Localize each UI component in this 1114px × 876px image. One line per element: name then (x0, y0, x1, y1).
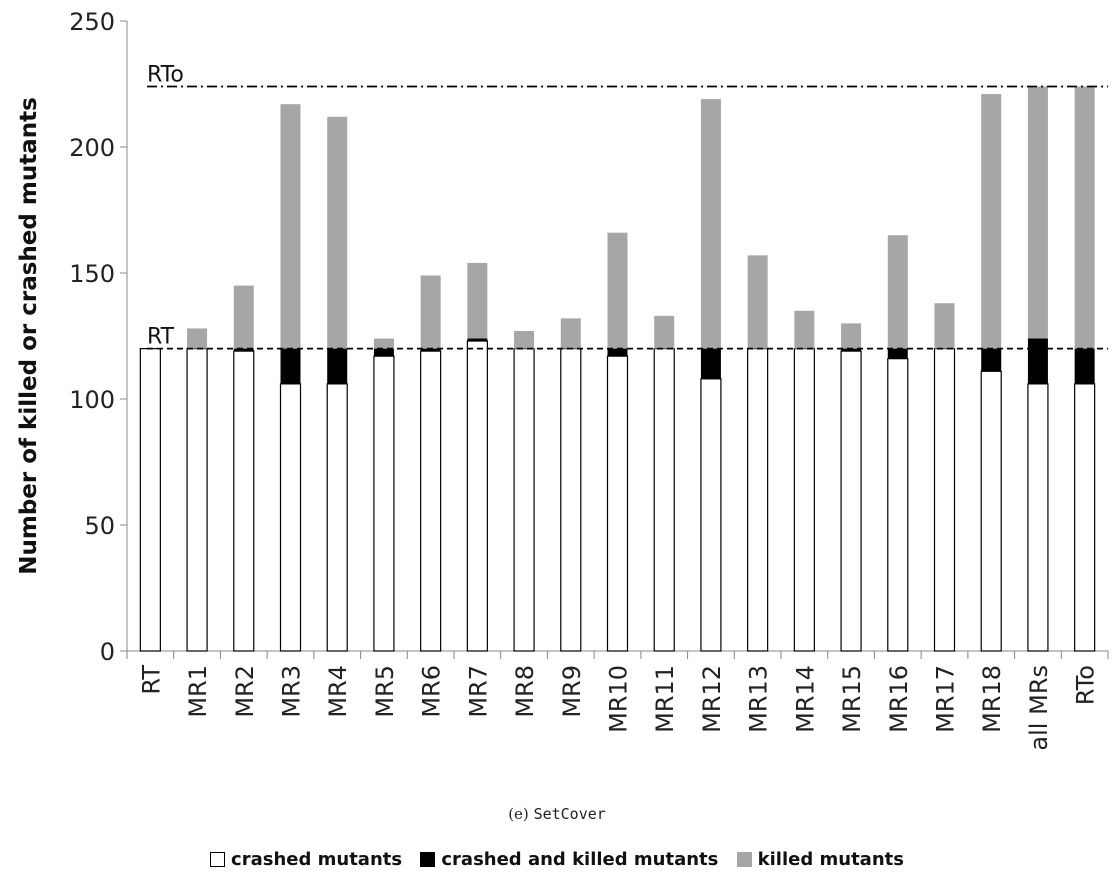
bar-segment-killed-mutants-MR1 (187, 328, 208, 349)
y-axis-label: Number of killed or crashed mutants (16, 97, 42, 575)
bar-segment-killed-mutants-MR9 (560, 318, 581, 349)
chart: 0 50 100 150 200 250 Number of killed or crash… (16, 8, 1109, 751)
reference-label-RT: RT (147, 325, 175, 350)
legend-label-crashed: crashed mutants (231, 848, 403, 870)
bar-segment-crashed-mutants-MR1 (186, 348, 208, 652)
legend-swatch-crashed-and-killed (420, 851, 436, 867)
bar-segment-crashed-mutants-MR16 (887, 358, 909, 652)
bar-segment-killed-mutants-MR15 (841, 323, 862, 349)
bar-segment-crashed-mutants-MR7 (466, 340, 488, 652)
x-tick-label: MR18 (978, 665, 1006, 733)
x-tick-label: MR13 (745, 665, 773, 733)
x-tick-label: MR8 (511, 665, 539, 718)
bar-segment-killed-mutants-MR12 (700, 99, 721, 349)
y-tick-label: 250 (69, 8, 115, 36)
bar-segment-crashed-and-killed-mutants-MR3 (280, 348, 301, 384)
x-tick-label: MR4 (324, 665, 352, 718)
bar-segment-killed-mutants-MR17 (934, 303, 955, 349)
bar-segment-killed-mutants-MR3 (280, 104, 301, 349)
caption-name: SetCover (533, 805, 606, 823)
bar-segment-crashed-and-killed-mutants-MR15 (841, 348, 862, 352)
caption-prefix: (e) (508, 805, 529, 823)
x-tick-label: MR9 (558, 665, 586, 718)
bar-segment-crashed-and-killed-mutants-MR16 (887, 348, 908, 359)
x-tick-label: MR16 (885, 665, 913, 733)
bar-segment-killed-mutants-MR6 (420, 275, 441, 349)
bar-segment-crashed-mutants-MR18 (980, 370, 1002, 652)
bar-segment-killed-mutants-MR16 (887, 235, 908, 349)
legend-label-crashed-and-killed: crashed and killed mutants (441, 848, 719, 870)
x-tick-label: RT (137, 665, 165, 695)
x-tick-label: MR6 (418, 665, 446, 718)
legend-swatch-crashed (210, 851, 226, 867)
x-tick-label: MR11 (651, 665, 679, 733)
bar-segment-crashed-mutants-MR17 (933, 348, 956, 652)
bar-segment-killed-mutants-MR5 (373, 338, 394, 349)
bar-segment-killed-mutants-RTo (1074, 86, 1095, 349)
bar-segment-crashed-and-killed-mutants-MR7 (467, 338, 488, 342)
bar-segment-crashed-mutants-MR14 (793, 348, 815, 652)
legend-item-crashed-and-killed: crashed and killed mutants (420, 849, 718, 870)
bar-segment-crashed-mutants-RTo (1074, 383, 1096, 652)
bar-segment-crashed-and-killed-mutants-MR10 (607, 348, 628, 357)
y-tick-label: 50 (84, 512, 115, 540)
bar-segment-crashed-and-killed-mutants-MR5 (373, 348, 394, 357)
x-tick-label: MR12 (698, 665, 726, 733)
bar-segment-crashed-mutants-RT (139, 348, 161, 652)
legend-label-killed: killed mutants (757, 848, 904, 870)
bar-segment-killed-mutants-MR14 (794, 310, 815, 349)
bar-segment-crashed-and-killed-mutants-RTo (1074, 348, 1095, 384)
x-tick-label: MR17 (932, 665, 960, 733)
bar-segment-crashed-mutants-MR12 (700, 378, 722, 652)
bar-segment-crashed-mutants-MR13 (747, 348, 769, 652)
bar-segment-crashed-and-killed-mutants-all-MRs (1027, 338, 1048, 384)
chart-caption: (e) SetCover (0, 805, 1114, 823)
bar-segment-crashed-and-killed-mutants-MR6 (420, 348, 441, 352)
y-tick-label: 0 (100, 638, 115, 666)
legend-swatch-killed (736, 851, 752, 867)
x-tick-label: MR5 (371, 665, 399, 718)
bar-segment-killed-mutants-MR11 (654, 315, 675, 349)
legend-item-killed: killed mutants (736, 848, 904, 870)
y-tick-label: 200 (69, 134, 115, 162)
legend: crashed mutants crashed and killed mutan… (0, 848, 1114, 870)
x-tick-label: MR7 (464, 665, 492, 718)
bar-segment-killed-mutants-MR8 (514, 330, 535, 349)
x-tick-label: MR14 (791, 665, 819, 733)
bar-segment-crashed-mutants-MR11 (653, 348, 675, 652)
bar-segment-killed-mutants-all-MRs (1027, 86, 1048, 339)
bar-segment-crashed-mutants-all-MRs (1027, 383, 1049, 652)
bar-segment-killed-mutants-MR4 (327, 116, 348, 349)
bar-segment-crashed-mutants-MR5 (373, 355, 395, 652)
bar-segment-crashed-mutants-MR10 (606, 355, 629, 652)
x-tick-label: MR2 (231, 665, 259, 718)
bar-segment-crashed-mutants-MR15 (840, 350, 862, 652)
x-tick-label: MR15 (838, 665, 866, 733)
bar-segment-crashed-mutants-MR8 (513, 348, 535, 652)
x-tick-label: MR10 (605, 665, 633, 733)
reference-label-RTo: RTo (147, 63, 184, 88)
bar-segment-killed-mutants-MR18 (981, 94, 1002, 349)
x-tick-label: RTo (1072, 665, 1100, 705)
x-tick-label: MR1 (184, 665, 212, 718)
y-tick-label: 100 (69, 386, 115, 414)
bar-segment-crashed-and-killed-mutants-MR4 (327, 348, 348, 384)
bar-segment-crashed-mutants-MR6 (420, 350, 442, 652)
bar-segment-crashed-mutants-MR2 (233, 350, 255, 652)
bar-segment-crashed-and-killed-mutants-MR2 (233, 348, 254, 352)
bar-segment-killed-mutants-MR13 (747, 255, 768, 349)
legend-item-crashed: crashed mutants (210, 849, 402, 870)
bar-segment-crashed-and-killed-mutants-MR12 (700, 348, 721, 379)
bar-segment-killed-mutants-MR2 (233, 285, 254, 349)
bar-segment-crashed-mutants-MR3 (279, 383, 302, 652)
x-tick-label: MR3 (278, 665, 306, 718)
bar-segment-crashed-mutants-MR9 (560, 348, 582, 652)
bar-segment-killed-mutants-MR10 (607, 232, 628, 349)
bar-segment-killed-mutants-MR7 (467, 262, 488, 339)
x-tick-label: all MRs (1025, 665, 1053, 751)
bar-segment-crashed-and-killed-mutants-MR18 (981, 348, 1002, 372)
bar-segment-crashed-mutants-MR4 (326, 383, 348, 652)
y-tick-label: 150 (69, 260, 115, 288)
